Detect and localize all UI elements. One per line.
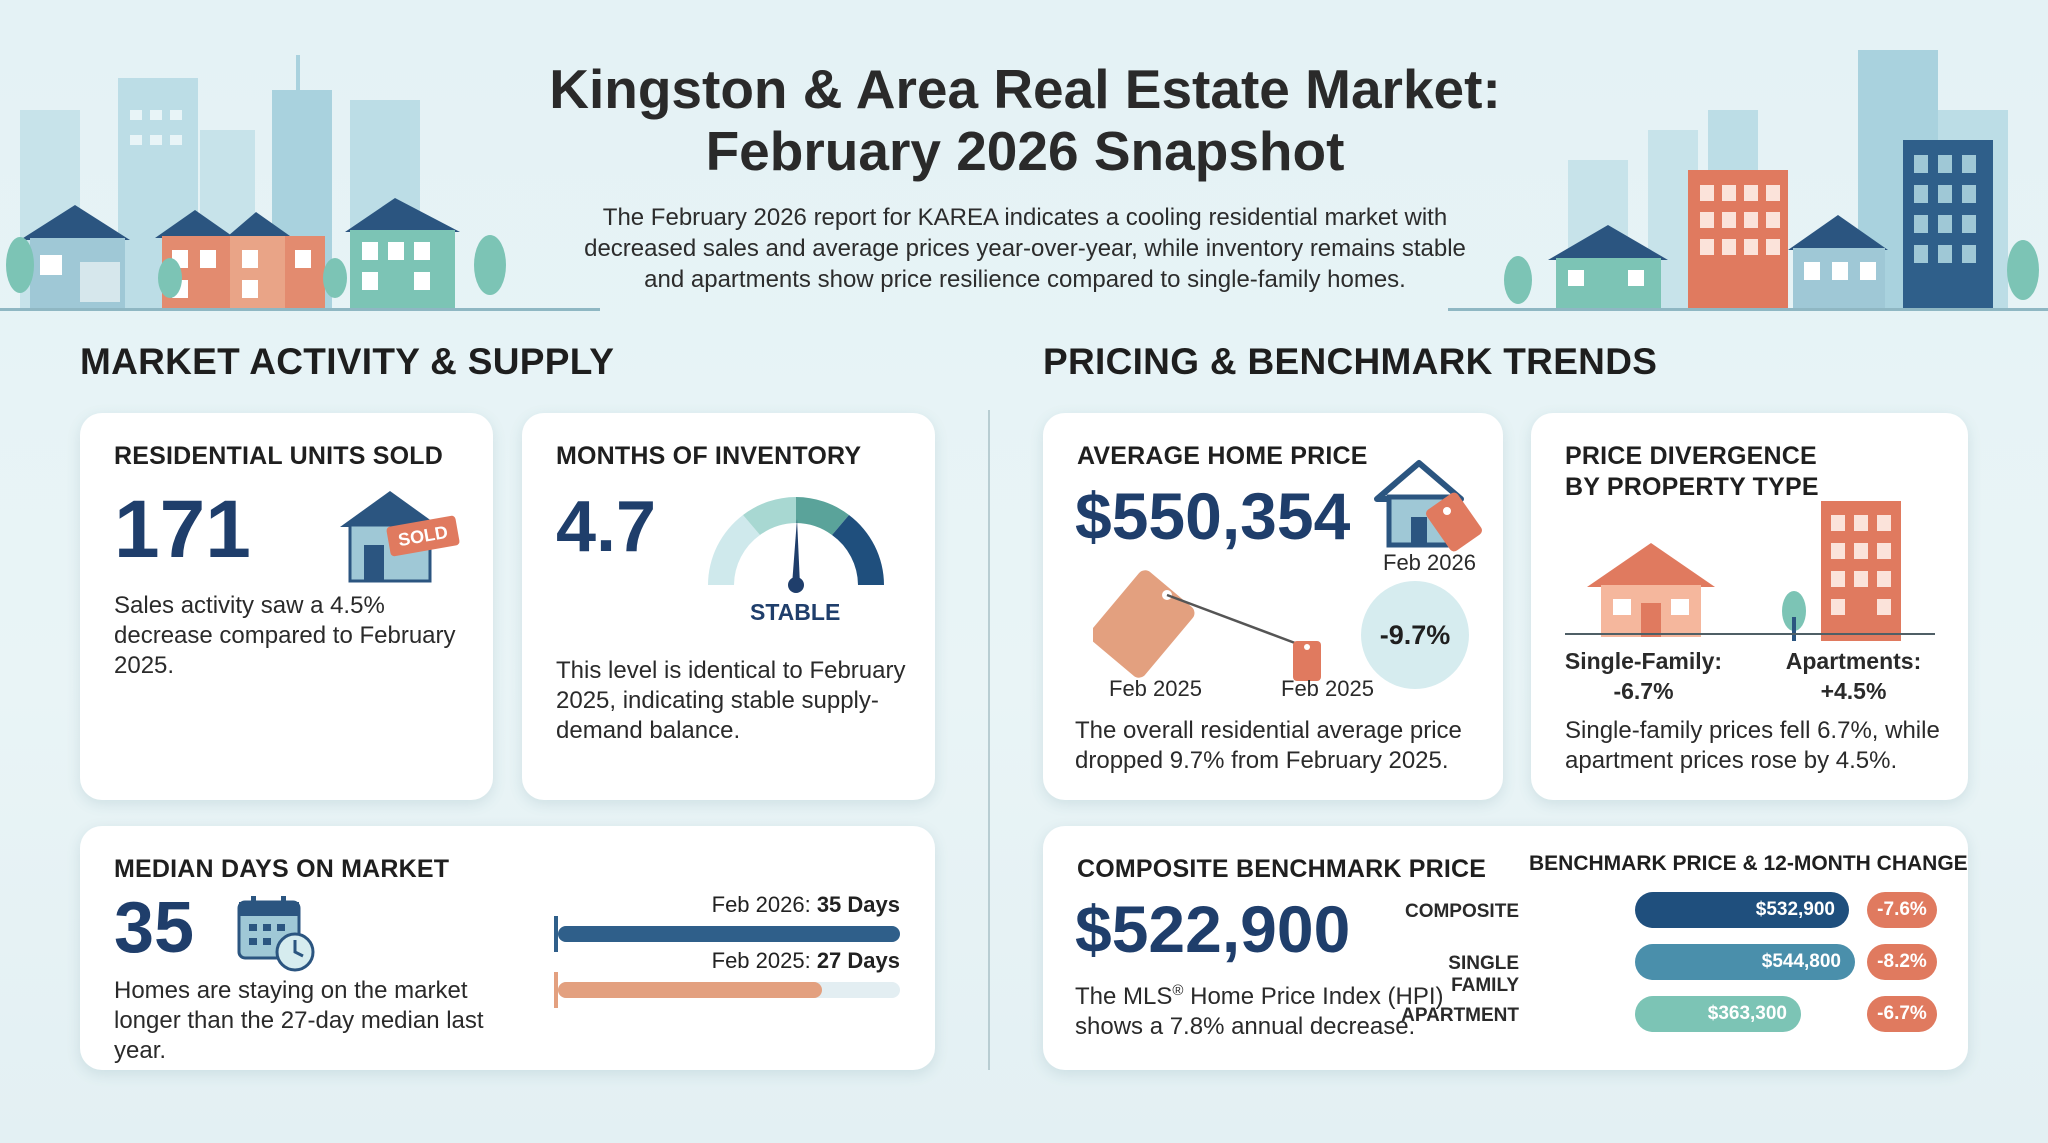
label-feb-2025-small: Feb 2025	[1281, 676, 1374, 701]
benchmark-change-single-family: -8.2%	[1867, 944, 1937, 980]
days-value: 35	[114, 888, 195, 968]
average-price-description: The overall residential average price dr…	[1075, 717, 1462, 774]
price-change-badge: -9.7%	[1361, 581, 1469, 689]
divergence-description: Single-family prices fell 6.7%, while ap…	[1565, 717, 1940, 774]
card-title: AVERAGE HOME PRICE	[1077, 442, 1368, 470]
units-sold-value: 171	[114, 484, 251, 575]
card-title: MONTHS OF INVENTORY	[556, 442, 862, 470]
benchmark-change-composite: -7.6%	[1867, 892, 1937, 928]
card-title-line-1: PRICE DIVERGENCE	[1565, 442, 1817, 470]
house-sold-icon: SOLD	[340, 491, 460, 583]
apartments-change: Apartments: +4.5%	[1785, 648, 1922, 704]
title-line-2: February 2026 Snapshot	[705, 120, 1345, 182]
left-skyline-illustration	[0, 55, 600, 311]
benchmark-price-single-family: $544,800	[1635, 944, 1855, 980]
benchmark-row-label: APARTMENT	[1401, 1005, 1519, 1026]
days-bar-2026	[558, 926, 900, 942]
days-bar-cap-2025	[554, 972, 558, 1008]
card-title-line-2: BY PROPERTY TYPE	[1565, 473, 1819, 501]
days-bar-cap-2026	[554, 916, 558, 952]
divergence-ground-line	[1565, 633, 1935, 635]
days-on-market-card: MEDIAN DAYS ON MARKET 35 Homes are stayi…	[80, 826, 935, 1070]
house-price-tag-icon	[1374, 460, 1482, 552]
inventory-description: This level is identical to February 2025…	[556, 657, 906, 744]
price-drop-tags-icon	[1093, 570, 1321, 681]
benchmark-change-apartment: -6.7%	[1867, 996, 1937, 1032]
benchmark-price-apartment: $363,300	[1635, 996, 1801, 1032]
title-line-1: Kingston & Area Real Estate Market:	[549, 58, 1501, 120]
inventory-value: 4.7	[556, 487, 657, 567]
benchmark-row-label: SINGLE FAMILY	[1448, 953, 1519, 996]
composite-benchmark-card: COMPOSITE BENCHMARK PRICE $522,900 The M…	[1043, 826, 1968, 1070]
days-description: Homes are staying on the market longer t…	[114, 977, 484, 1064]
gauge-label: STABLE	[750, 599, 841, 625]
bar-label-2025: Feb 2025: 27 Days	[711, 948, 900, 973]
average-price-value: $550,354	[1075, 479, 1351, 553]
card-title: PRICE DIVERGENCE BY PROPERTY TYPE	[1565, 441, 1819, 503]
card-title: RESIDENTIAL UNITS SOLD	[114, 442, 443, 470]
inventory-card: MONTHS OF INVENTORY 4.7 STABLE This leve…	[522, 413, 935, 800]
benchmark-row-label: COMPOSITE	[1404, 901, 1519, 922]
composite-description: The MLS® Home Price Index (HPI) shows a …	[1075, 982, 1444, 1040]
section-divider	[988, 410, 990, 1070]
card-title: COMPOSITE BENCHMARK PRICE	[1077, 855, 1487, 883]
apartment-building-icon	[1782, 501, 1901, 641]
section-title-market-activity: MARKET ACTIVITY & SUPPLY	[80, 341, 615, 382]
units-sold-description: Sales activity saw a 4.5% decrease compa…	[114, 592, 456, 679]
benchmark-table-header: BENCHMARK PRICE & 12-MONTH CHANGE	[1529, 852, 1968, 875]
single-family-house-icon	[1587, 543, 1715, 637]
days-bar-2025	[558, 982, 822, 998]
benchmark-price-composite: $532,900	[1635, 892, 1849, 928]
card-title: MEDIAN DAYS ON MARKET	[114, 855, 450, 883]
composite-price-value: $522,900	[1075, 892, 1351, 966]
bar-label-2026: Feb 2026: 35 Days	[711, 892, 900, 917]
right-skyline-illustration	[1448, 50, 2048, 311]
average-price-card: AVERAGE HOME PRICE $550,354 Feb 2026 -9.…	[1043, 413, 1503, 800]
price-divergence-card: PRICE DIVERGENCE BY PROPERTY TYPE Single…	[1531, 413, 1968, 800]
intro-text: The February 2026 report for KAREA indic…	[584, 204, 1466, 293]
stable-gauge-icon	[708, 497, 884, 593]
single-family-change: Single-Family: -6.7%	[1564, 648, 1723, 704]
label-feb-2025-large: Feb 2025	[1109, 676, 1202, 701]
units-sold-card: RESIDENTIAL UNITS SOLD 171 SOLD Sales ac…	[80, 413, 493, 800]
calendar-clock-icon	[237, 896, 315, 972]
page-title: Kingston & Area Real Estate Market: Febr…	[480, 58, 1570, 182]
section-title-pricing: PRICING & BENCHMARK TRENDS	[1043, 341, 1658, 382]
label-feb-2026: Feb 2026	[1383, 550, 1476, 575]
